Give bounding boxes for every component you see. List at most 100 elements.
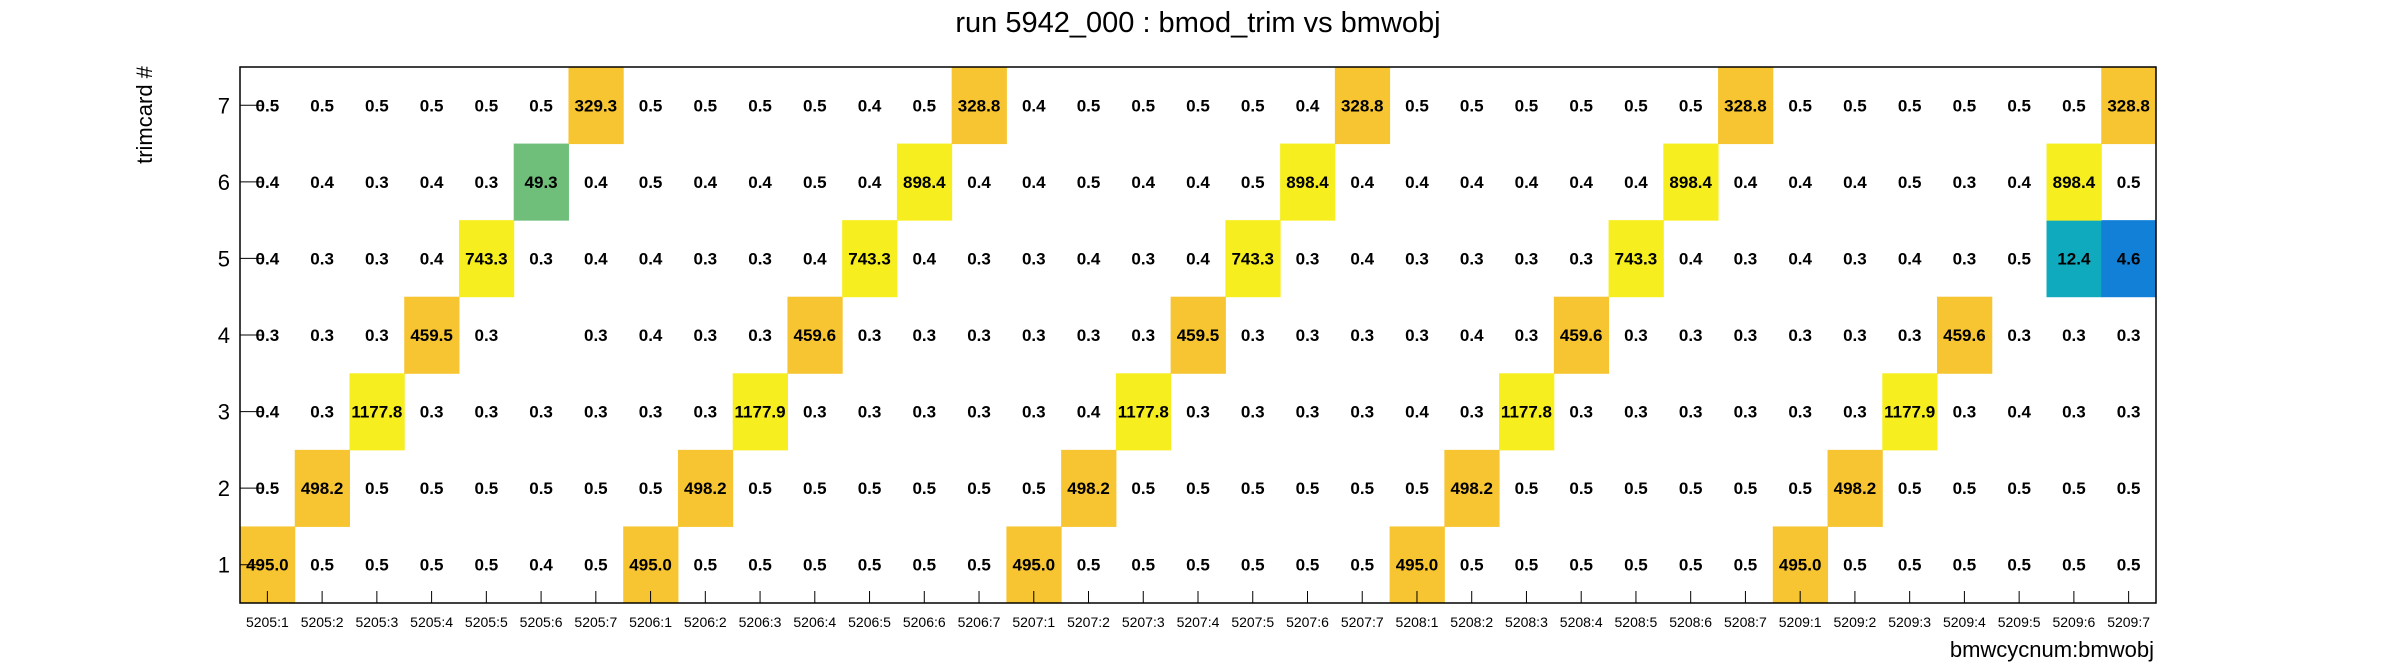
- x-tick-label: 5205:3: [355, 614, 398, 630]
- cell-value-label: 0.3: [1624, 326, 1648, 345]
- heatmap-cell: [732, 373, 788, 451]
- cell-value-label: 0.4: [693, 173, 717, 192]
- cell-value-label: 1177.8: [1501, 403, 1552, 422]
- cell-value-label: 0.3: [256, 326, 280, 345]
- heatmap-cell: [1280, 143, 1336, 221]
- x-tick-label: 5205:6: [520, 614, 563, 630]
- cell-value-label: 328.8: [2107, 96, 2150, 115]
- cell-value-label: 0.3: [1953, 173, 1977, 192]
- cell-value-label: 0.5: [1788, 479, 1812, 498]
- cell-value-label: 0.5: [967, 479, 991, 498]
- cell-value-label: 0.5: [1077, 556, 1101, 575]
- cell-labels: 495.0 0.5 0.5 0.5 0.5 0.4 0.5 495.0 0.5 0.5 0.5 0.5…: [246, 96, 2150, 574]
- heatmap-cell: [1061, 449, 1117, 527]
- cell-value-label: 0.4: [1077, 249, 1101, 268]
- heatmap-cell: [1334, 67, 1391, 145]
- cell-value-label: 0.5: [1405, 96, 1429, 115]
- cell-value-label: 0.5: [639, 96, 663, 115]
- cell-value-label: 0.3: [1843, 403, 1867, 422]
- x-tick-label: 5205:1: [246, 614, 289, 630]
- cell-value-label: 459.5: [410, 326, 453, 345]
- cell-value-label: 0.5: [1131, 96, 1155, 115]
- cell-value-label: 0.3: [1460, 249, 1484, 268]
- x-tick-label: 5208:6: [1669, 614, 1712, 630]
- cell-value-label: 0.5: [693, 96, 717, 115]
- heatmap-cell: [677, 449, 734, 527]
- cell-value-label: 0.5: [256, 479, 280, 498]
- cell-value-label: 0.5: [2117, 173, 2141, 192]
- cell-value-label: 0.5: [1515, 556, 1539, 575]
- cell-value-label: 328.8: [1341, 96, 1384, 115]
- cell-value-label: 0.5: [803, 556, 827, 575]
- cell-value-label: 328.8: [958, 96, 1001, 115]
- y-tick-label: 6: [218, 170, 230, 195]
- heatmap-cell: [1389, 526, 1445, 604]
- cell-value-label: 329.3: [575, 96, 618, 115]
- cell-value-label: 4.6: [2117, 249, 2141, 268]
- cell-value-label: 0.3: [2062, 403, 2086, 422]
- cell-value-label: 0.3: [310, 403, 334, 422]
- cell-value-label: 0.3: [1296, 326, 1320, 345]
- cell-value-label: 495.0: [246, 556, 289, 575]
- x-tick-label: 5205:5: [465, 614, 508, 630]
- heatmap-cell: [1444, 449, 1500, 527]
- cell-value-label: 0.3: [2062, 326, 2086, 345]
- cell-value-label: 0.3: [2117, 403, 2141, 422]
- cell-value-label: 0.4: [420, 173, 444, 192]
- cell-value-label: 0.5: [803, 173, 827, 192]
- x-tick-label: 5208:1: [1396, 614, 1439, 630]
- cell-value-label: 0.3: [2117, 326, 2141, 345]
- cell-value-label: 0.5: [1077, 96, 1101, 115]
- x-tick-label: 5205:7: [574, 614, 617, 630]
- y-tick-label: 7: [218, 93, 230, 118]
- cell-value-label: 0.3: [912, 326, 936, 345]
- cell-value-label: 0.4: [584, 249, 608, 268]
- x-tick-label: 5206:6: [903, 614, 946, 630]
- cell-value-label: 0.4: [1460, 326, 1484, 345]
- cell-value-label: 495.0: [1396, 556, 1439, 575]
- cell-value-label: 0.4: [1022, 96, 1046, 115]
- cell-value-label: 0.5: [1624, 556, 1648, 575]
- cell-value-label: 0.5: [529, 479, 553, 498]
- cell-value-label: 0.3: [748, 249, 772, 268]
- cell-value-label: 0.5: [584, 556, 608, 575]
- cell-value-label: 0.4: [1788, 173, 1812, 192]
- cell-value-label: 0.5: [912, 479, 936, 498]
- cell-value-label: 0.3: [529, 403, 553, 422]
- cell-value-label: 0.5: [1131, 556, 1155, 575]
- cell-value-label: 495.0: [629, 556, 672, 575]
- cell-value-label: 0.5: [1460, 96, 1484, 115]
- x-tick-label: 5207:6: [1286, 614, 1329, 630]
- heatmap-cell: [294, 449, 350, 527]
- y-axis-label: trimcard #: [132, 65, 157, 164]
- cell-value-label: 0.3: [420, 403, 444, 422]
- cell-value-label: 0.3: [1569, 249, 1593, 268]
- heatmap-cell: [1553, 296, 1610, 374]
- cell-value-label: 0.5: [2062, 479, 2086, 498]
- cell-value-label: 0.5: [2007, 479, 2031, 498]
- x-tick-label: 5206:1: [629, 614, 672, 630]
- heatmap-cell: [349, 373, 405, 451]
- cell-value-label: 0.5: [1569, 556, 1593, 575]
- cell-value-label: 0.4: [1350, 173, 1374, 192]
- cell-value-label: 0.4: [256, 403, 280, 422]
- x-tick-label: 5209:7: [2107, 614, 2150, 630]
- x-tick-label: 5205:2: [301, 614, 344, 630]
- cell-value-label: 0.3: [1515, 249, 1539, 268]
- cell-value-label: 0.3: [693, 403, 717, 422]
- y-tick-label: 4: [218, 323, 230, 348]
- cell-value-label: 0.4: [1077, 403, 1101, 422]
- cell-value-label: 743.3: [1231, 249, 1274, 268]
- cell-value-label: 0.5: [2062, 96, 2086, 115]
- cell-value-label: 0.4: [1898, 249, 1922, 268]
- heatmap-cell: [951, 67, 1007, 145]
- cell-value-label: 0.3: [1679, 403, 1703, 422]
- cell-value-label: 0.3: [1953, 403, 1977, 422]
- cell-value-label: 0.5: [1569, 96, 1593, 115]
- cell-value-label: 12.4: [2057, 249, 2091, 268]
- cell-value-label: 0.5: [1898, 556, 1922, 575]
- cell-value-label: 0.5: [1515, 479, 1539, 498]
- cell-value-label: 0.5: [1898, 96, 1922, 115]
- cell-value-label: 0.4: [1515, 173, 1539, 192]
